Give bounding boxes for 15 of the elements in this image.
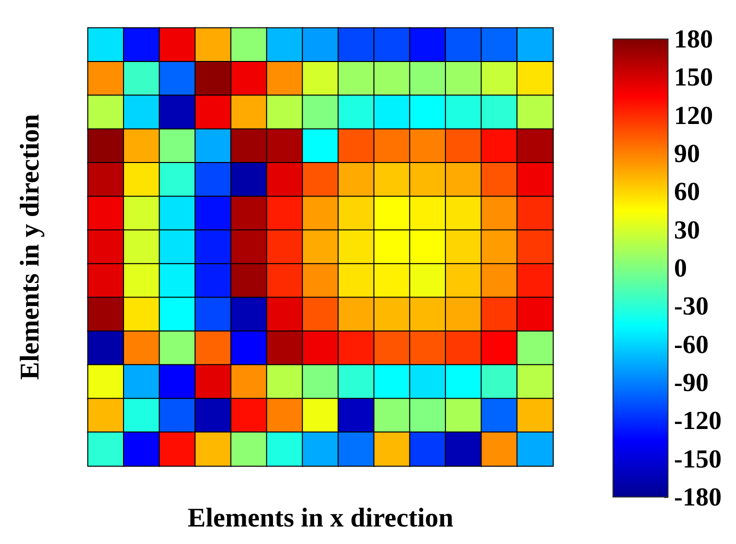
- y-axis-title: Elements in y direction: [14, 114, 44, 380]
- color-bar-label: 30: [674, 215, 700, 244]
- color-bar-label: -60: [674, 330, 709, 359]
- color-bar-label: 60: [674, 177, 700, 206]
- color-bar-label: -180: [674, 482, 722, 512]
- color-bar-label: -90: [674, 368, 709, 397]
- color-bar-label: 120: [674, 100, 713, 130]
- color-bar-label: -120: [674, 406, 722, 436]
- color-bar-label: 90: [674, 139, 700, 168]
- color-bar-label: -30: [674, 292, 709, 321]
- color-bar-label: -150: [674, 444, 722, 474]
- color-bar-label: 0: [674, 254, 687, 282]
- color-bar-label: 150: [674, 62, 713, 92]
- x-axis-title: Elements in x direction: [188, 502, 454, 532]
- color-bar-label: 180: [674, 24, 713, 54]
